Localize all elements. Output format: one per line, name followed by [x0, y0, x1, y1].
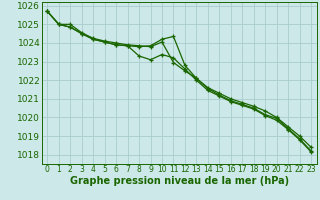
X-axis label: Graphe pression niveau de la mer (hPa): Graphe pression niveau de la mer (hPa) [70, 176, 289, 186]
